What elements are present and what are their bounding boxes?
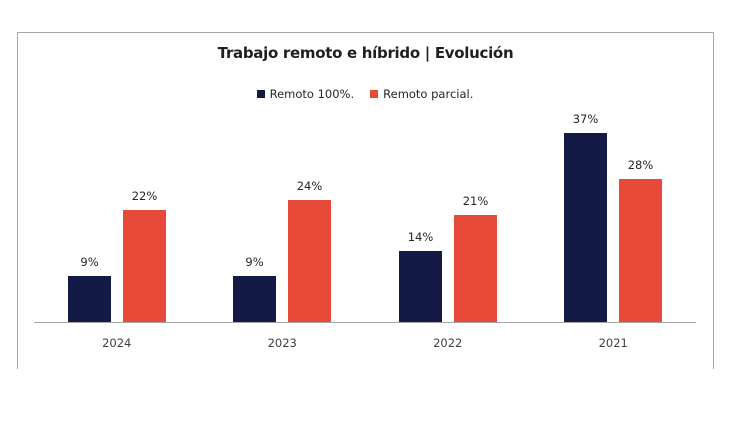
x-axis-tick-label: 2024 (102, 336, 132, 350)
chart-title: Trabajo remoto e híbrido | Evolución (217, 44, 514, 62)
frame-border-right (713, 32, 714, 369)
bar-2021-series-0 (564, 133, 607, 322)
bar-2023-series-0 (233, 276, 276, 322)
x-axis-tick-label: 2022 (433, 336, 463, 350)
data-label: 9% (80, 255, 99, 269)
data-label: 22% (131, 189, 158, 203)
legend-label: Remoto 100%. (269, 87, 355, 101)
data-label: 37% (572, 112, 599, 126)
legend-label: Remoto parcial. (383, 87, 474, 101)
x-axis-tick-label: 2021 (598, 336, 628, 350)
legend-swatch-navy-icon (256, 90, 265, 98)
bar-2024-series-1 (123, 210, 166, 322)
bar-2022-series-0 (399, 251, 442, 322)
data-label: 21% (462, 194, 489, 208)
legend-item-remoto-100: Remoto 100%. (256, 87, 355, 101)
bar-2024-series-0 (68, 276, 111, 322)
x-axis-line (34, 322, 696, 323)
legend-item-remoto-parcial: Remoto parcial. (370, 87, 473, 101)
data-label: 24% (296, 179, 323, 193)
bar-2022-series-1 (454, 215, 497, 322)
legend-swatch-red-icon (370, 90, 379, 98)
frame-border-top (17, 32, 714, 33)
frame-border-left (17, 32, 18, 369)
chart-legend: Remoto 100%. Remoto parcial. (0, 87, 730, 101)
x-axis-tick-label: 2023 (267, 336, 297, 350)
data-label: 14% (407, 230, 434, 244)
bar-2021-series-1 (619, 179, 662, 322)
bar-2023-series-1 (288, 200, 331, 322)
data-label: 9% (245, 255, 264, 269)
data-label: 28% (627, 158, 654, 172)
